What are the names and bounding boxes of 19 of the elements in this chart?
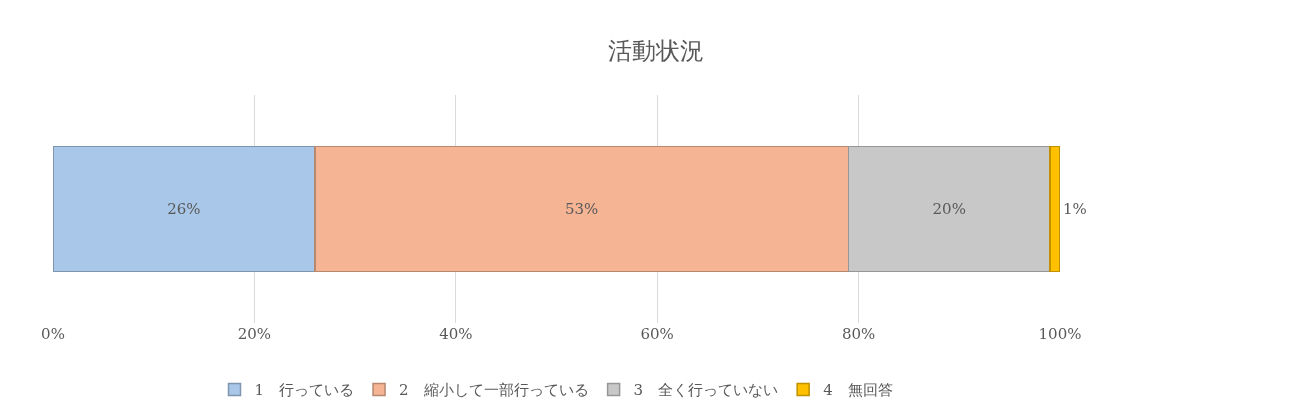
x-tick-label: 80% (841, 325, 876, 343)
x-tick-label: 40% (439, 325, 473, 343)
x-tick-label: 20% (237, 325, 272, 343)
bar (1049, 145, 1060, 273)
legend-label: 3 全く行っていない (633, 381, 779, 400)
x-tick-label: 100% (1038, 325, 1082, 343)
legend-label: 2 縮小して一部行っている (399, 381, 589, 400)
bar (314, 145, 850, 273)
x-tick-label: 0% (41, 325, 65, 343)
data-label: 1% (1063, 200, 1087, 218)
legend-label: 4 無回答 (823, 381, 893, 400)
x-tick-label: 60% (640, 325, 674, 343)
data-label: 20% (932, 200, 966, 218)
chart-title: 活動状況 (607, 36, 704, 65)
legend-label: 1 行っている (254, 381, 355, 400)
data-label: 26% (167, 200, 201, 218)
data-label: 53% (565, 200, 599, 218)
bar (53, 145, 316, 273)
bar (847, 145, 1051, 273)
